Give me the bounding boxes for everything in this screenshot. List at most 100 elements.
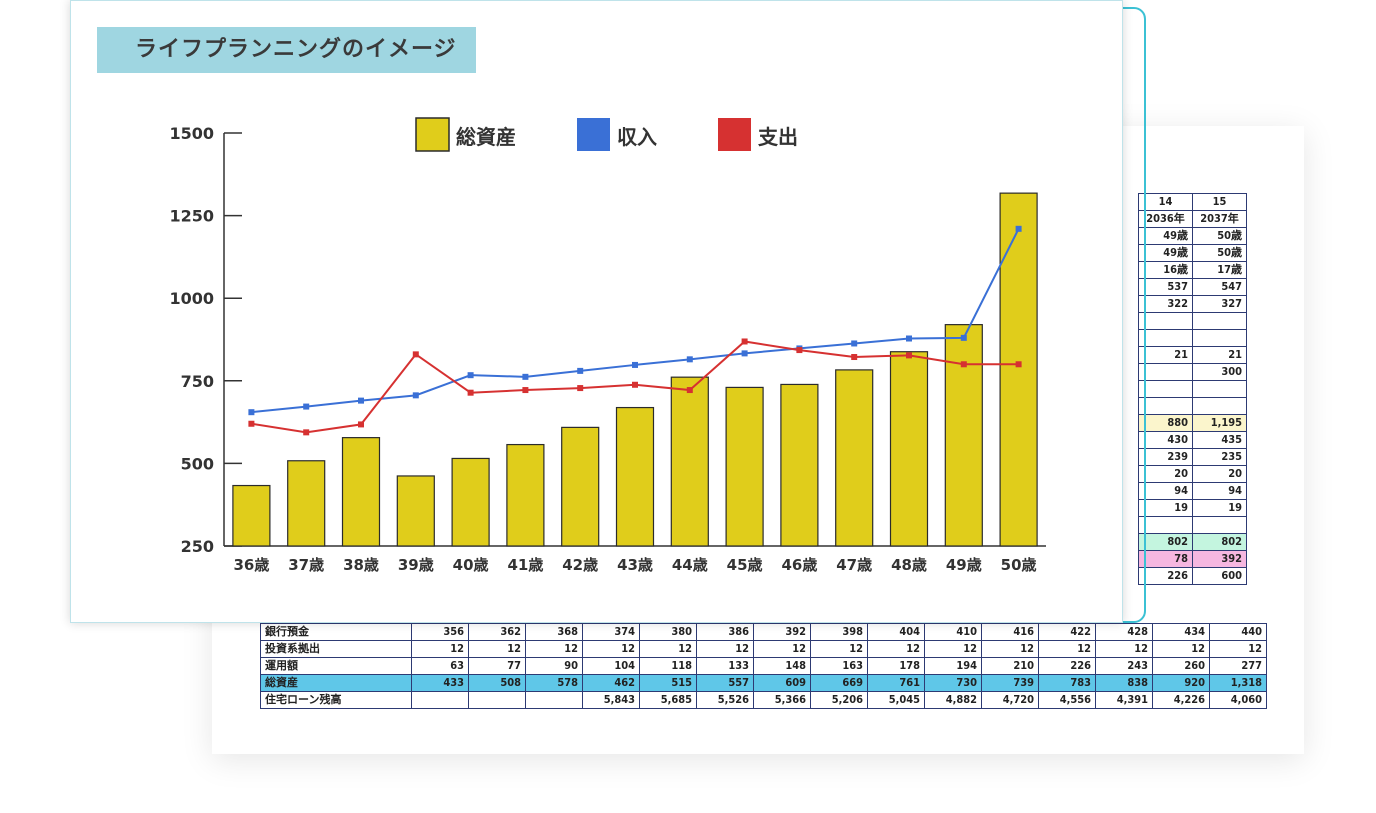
point-expense	[248, 420, 255, 427]
table-cell: 260	[1152, 657, 1210, 675]
table-cell: 4,882	[924, 691, 982, 709]
table-cell: 440	[1209, 623, 1267, 641]
table-row	[1138, 312, 1247, 330]
table-cell: 880	[1138, 414, 1193, 432]
table-cell: 515	[639, 674, 697, 692]
table-row: 21 21	[1138, 346, 1247, 364]
table-row: 880 1,195	[1138, 414, 1247, 432]
table-cell: 404	[867, 623, 925, 641]
table-cell: 537	[1138, 278, 1193, 296]
table-cell: 21	[1138, 346, 1193, 364]
table-cell: 226	[1038, 657, 1096, 675]
table-cell: 12	[1038, 640, 1096, 658]
table-cell: 12	[924, 640, 982, 658]
table-row	[1138, 397, 1247, 415]
bar-total-assets	[999, 192, 1038, 547]
point-income	[851, 340, 858, 347]
point-income	[577, 367, 584, 374]
point-expense	[632, 381, 638, 388]
table-cell	[1138, 363, 1193, 381]
table-cell: 12	[1095, 640, 1153, 658]
table-cell	[1138, 329, 1193, 347]
table-cell: 12	[468, 640, 526, 658]
table-cell: 90	[525, 657, 583, 675]
table-cell: 49歳	[1138, 227, 1193, 245]
x-tick-label: 46歳	[781, 556, 817, 574]
table-cell: 4,391	[1095, 691, 1153, 709]
y-tick-label: 750	[181, 372, 214, 391]
y-tick-label: 1250	[169, 207, 214, 226]
x-tick-label: 42歳	[562, 556, 598, 574]
table-cell: 1,195	[1192, 414, 1247, 432]
y-tick-label: 1000	[169, 289, 214, 308]
spreadsheet-upper-columns: 14 15 2036年 2037年 49歳 50歳 49歳 50歳 16歳 17歳 537 547 32…	[1138, 193, 1247, 585]
table-cell: 430	[1138, 431, 1193, 449]
point-income	[632, 361, 638, 368]
table-cell: 356	[411, 623, 469, 641]
table-cell: 392	[753, 623, 811, 641]
table-cell: 12	[696, 640, 754, 658]
table-cell: 17歳	[1192, 261, 1247, 279]
table-cell: 5,685	[639, 691, 697, 709]
table-row: 226 600	[1138, 567, 1247, 585]
table-cell: 322	[1138, 295, 1193, 313]
point-income	[522, 373, 529, 380]
point-income	[1015, 225, 1022, 232]
table-cell: 49歳	[1138, 244, 1193, 262]
table-row: 802 802	[1138, 533, 1247, 551]
bar-total-assets	[725, 386, 764, 547]
table-cell: 5,206	[810, 691, 868, 709]
bar-total-assets	[341, 437, 381, 547]
table-cell: 380	[639, 623, 697, 641]
table-row: 537 547	[1138, 278, 1247, 296]
table-cell	[411, 691, 469, 709]
table-cell	[1192, 329, 1247, 347]
point-expense	[796, 347, 803, 354]
table-cell	[1192, 397, 1247, 415]
table-cell	[1138, 516, 1193, 534]
table-cell: 578	[525, 674, 583, 692]
table-cell: 118	[639, 657, 697, 675]
table-cell: 422	[1038, 623, 1096, 641]
point-expense	[906, 352, 912, 359]
table-cell: 730	[924, 674, 982, 692]
table-cell: 12	[1152, 640, 1210, 658]
spreadsheet-table: 銀行預金 356 362 368 374 380 386 392 398 404 410 416 422…	[260, 623, 1267, 709]
table-cell: 235	[1192, 448, 1247, 466]
table-cell: 557	[696, 674, 754, 692]
table-cell	[1192, 516, 1247, 534]
point-expense	[686, 387, 693, 394]
table-row: 住宅ローン残高 5,843 5,685 5,526 5,366 5,206 5,045 4,8…	[260, 691, 1267, 709]
table-cell: 802	[1192, 533, 1247, 551]
table-row: 2036年 2037年	[1138, 210, 1247, 228]
point-expense	[522, 387, 529, 394]
point-income	[467, 372, 474, 379]
point-income	[960, 334, 967, 341]
table-row	[1138, 329, 1247, 347]
table-row: 78 392	[1138, 550, 1247, 568]
table-cell: 5,843	[582, 691, 640, 709]
table-cell: 15	[1192, 193, 1247, 211]
table-cell: 4,226	[1152, 691, 1210, 709]
table-cell: 368	[525, 623, 583, 641]
table-cell: 239	[1138, 448, 1193, 466]
chart-card: ライフプランニングのイメージ 250 500 750 1000 1250 1500 36歳 3…	[70, 0, 1123, 623]
y-tick-label: 1500	[169, 124, 214, 143]
point-expense	[851, 354, 858, 361]
table-row: 322 327	[1138, 295, 1247, 313]
x-tick-label: 41歳	[507, 556, 543, 574]
table-cell: 1,318	[1209, 674, 1267, 692]
x-tick-label: 47歳	[836, 556, 872, 574]
table-row: 14 15	[1138, 193, 1247, 211]
table-cell: 434	[1152, 623, 1210, 641]
table-cell: 194	[924, 657, 982, 675]
table-cell: 362	[468, 623, 526, 641]
table-cell	[1192, 312, 1247, 330]
table-cell: 398	[810, 623, 868, 641]
table-cell: 243	[1095, 657, 1153, 675]
table-row: 49歳 50歳	[1138, 244, 1247, 262]
x-tick-label: 48歳	[891, 556, 927, 574]
legend-swatch	[577, 118, 610, 151]
table-cell: 416	[981, 623, 1039, 641]
point-income	[412, 392, 419, 399]
